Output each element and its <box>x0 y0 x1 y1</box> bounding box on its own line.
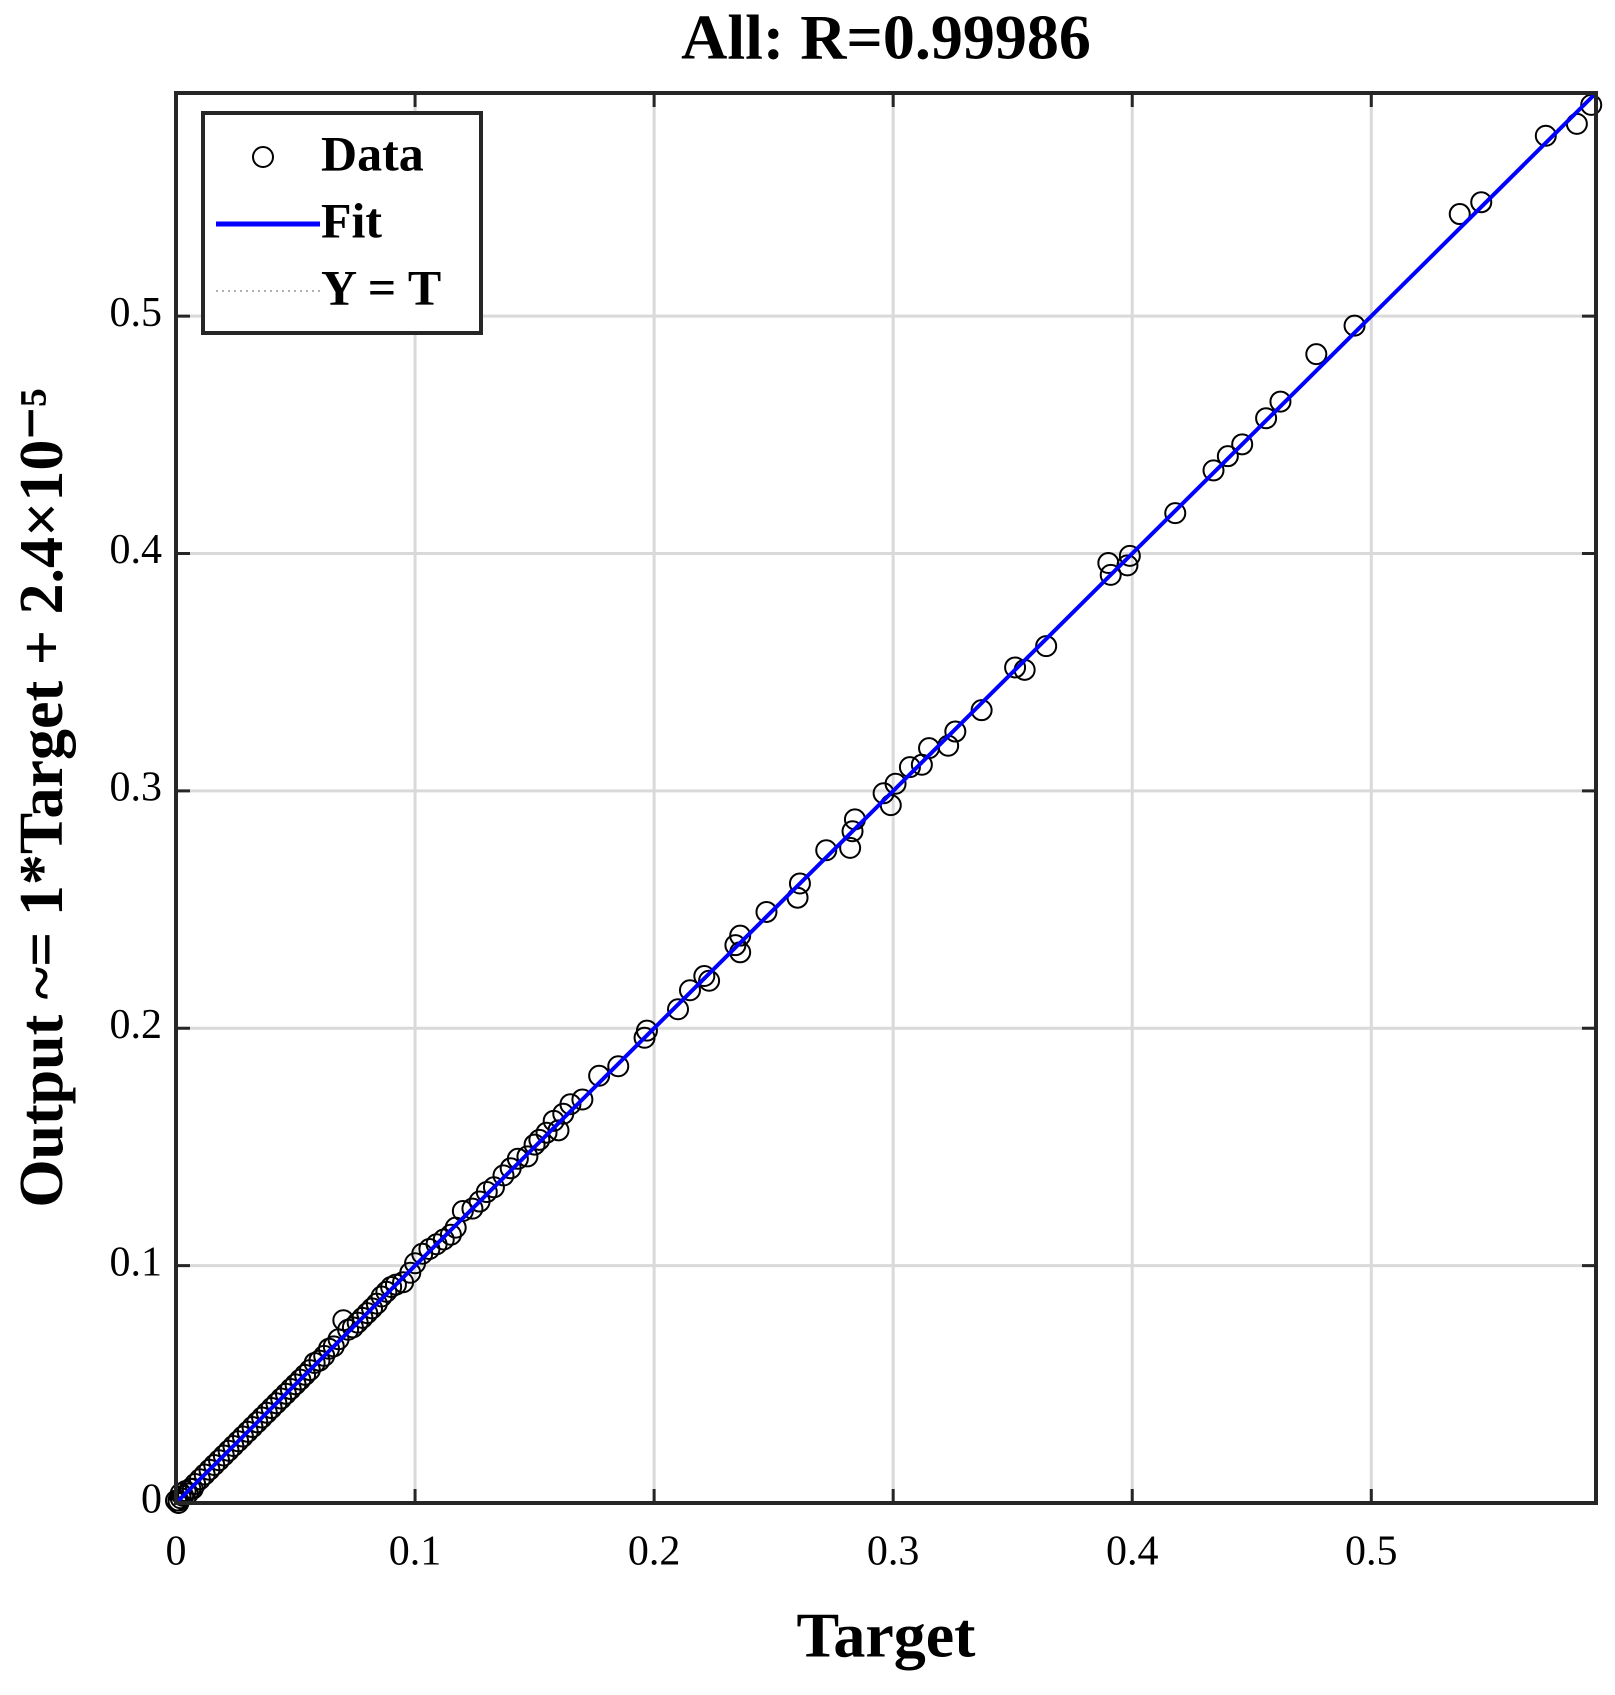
x-tick-label: 0.4 <box>1106 1529 1159 1575</box>
data-point <box>841 820 864 843</box>
data-point <box>1004 656 1027 679</box>
series-line <box>174 91 1598 1505</box>
data-point <box>667 998 690 1021</box>
legend-label: Data <box>321 125 424 181</box>
data-point <box>1231 433 1254 456</box>
legend-label: Y = T <box>321 259 441 315</box>
x-tick-label: 0.3 <box>867 1529 920 1575</box>
y-tick-label: 0.1 <box>110 1239 163 1285</box>
data-point <box>633 1026 656 1049</box>
y-axis-label: Output ~= 1*Target + 2.4×10⁻⁵ <box>8 388 76 1207</box>
data-point <box>724 934 747 957</box>
data-point <box>678 979 701 1002</box>
data-point <box>1164 502 1187 525</box>
data-point <box>499 1157 522 1180</box>
data-point <box>944 720 967 743</box>
data-point <box>910 753 933 776</box>
data-point <box>468 1190 491 1213</box>
data-point <box>607 1055 630 1078</box>
data-point <box>516 1145 539 1168</box>
x-tick-label: 0 <box>166 1529 187 1575</box>
data-point <box>461 1197 484 1220</box>
data-point <box>418 1238 441 1261</box>
y-tick-label: 0.5 <box>110 290 163 336</box>
data-point <box>1099 563 1122 586</box>
y-tick-label: 0.2 <box>110 1002 163 1048</box>
y-tick-label: 0.4 <box>110 527 163 573</box>
data-point <box>482 1176 505 1199</box>
data-point <box>528 1128 551 1151</box>
axes-frame <box>174 91 1598 1505</box>
data-point <box>693 965 716 988</box>
data-point <box>839 836 862 859</box>
data-point <box>788 872 811 895</box>
x-tick-label: 0.2 <box>628 1529 681 1575</box>
data-point <box>535 1121 558 1144</box>
x-tick-label: 0.5 <box>1345 1529 1398 1575</box>
data-point <box>1097 552 1120 574</box>
y-tick-label: 0.3 <box>110 765 163 811</box>
data-point <box>1255 407 1278 430</box>
data-point <box>571 1088 594 1111</box>
data-point <box>444 1216 467 1239</box>
data-point <box>181 1477 204 1500</box>
legend: Data Fit Y = T <box>201 111 483 335</box>
legend-label: Fit <box>321 192 382 248</box>
data-point <box>1269 390 1292 413</box>
chart-title: All: R=0.99986 <box>681 2 1091 73</box>
data-point <box>1305 343 1328 366</box>
x-axis-label: Target <box>797 1600 977 1671</box>
data-point <box>1448 203 1471 226</box>
data-point <box>1470 191 1493 214</box>
legend-marker <box>252 146 274 168</box>
y-tick-label: 0 <box>141 1477 162 1523</box>
data-point <box>1216 445 1239 468</box>
data-point <box>755 900 778 923</box>
data-point <box>1202 459 1225 482</box>
data-point <box>523 1133 546 1156</box>
data-point <box>1118 544 1141 567</box>
x-tick-label: 0.1 <box>389 1529 442 1575</box>
